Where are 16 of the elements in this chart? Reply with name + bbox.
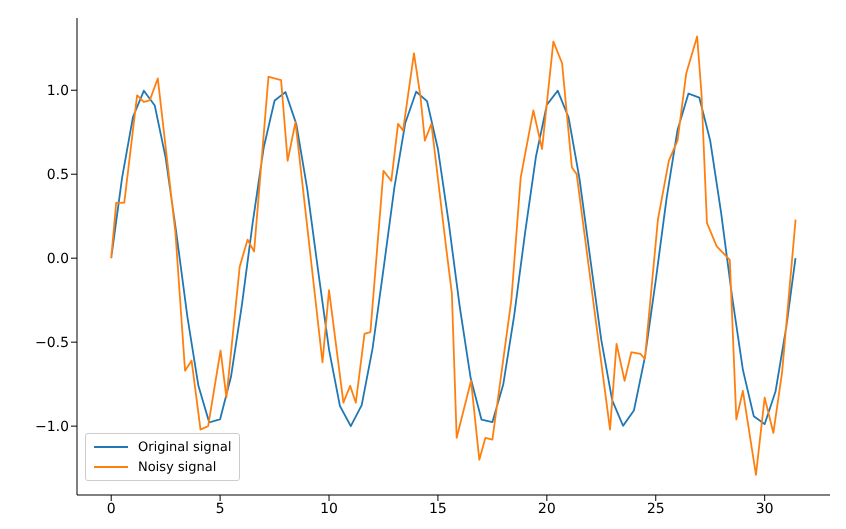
- y-tick-label: 0.5: [46, 167, 69, 184]
- legend-label: Noisy signal: [138, 460, 216, 474]
- y-tick-label: 0.0: [46, 251, 69, 268]
- line-series: [110, 90, 796, 428]
- x-tick-label: 20: [538, 500, 556, 517]
- legend-label: Original signal: [138, 440, 232, 454]
- x-tick-label: 30: [756, 500, 774, 517]
- x-tick-label: 15: [429, 500, 447, 517]
- x-tick-label: 0: [106, 500, 116, 517]
- y-tick-label: 1.0: [46, 83, 69, 100]
- x-tick-label: 10: [320, 500, 338, 517]
- x-tick-label: 25: [646, 500, 665, 517]
- x-tick-label: 5: [216, 500, 225, 517]
- y-tick-label: −0.5: [35, 335, 69, 352]
- y-tick-label: −1.0: [35, 419, 69, 436]
- line-series: [110, 36, 796, 476]
